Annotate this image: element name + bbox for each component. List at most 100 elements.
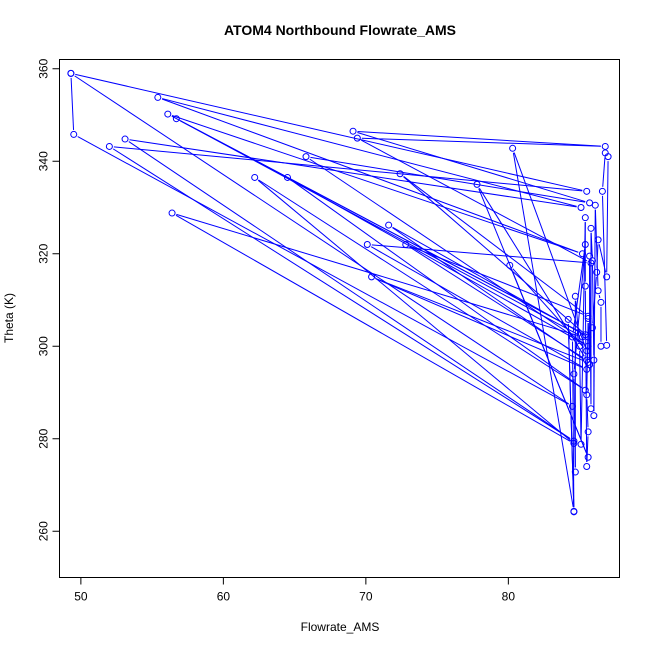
data-point [363,241,371,248]
data-point [302,153,310,161]
data-point [583,463,591,470]
y-axis-label: Theta (K) [2,293,16,343]
series-line-segment [575,300,580,342]
data-point [385,221,393,229]
series-line-segment [593,209,596,412]
data-point [164,110,172,118]
series-line-segment [257,179,571,441]
series-line-segment [594,209,599,287]
data-point [172,115,180,123]
series-line-segment [513,152,586,347]
series-line-segment [112,148,571,440]
data-point [597,342,605,350]
data-point [568,333,576,341]
series-line-segment [592,276,597,324]
data-point [473,180,481,188]
data-point [588,257,596,265]
data-point [593,268,601,276]
data-point [578,250,586,258]
data-point [577,204,585,211]
data-point [584,428,592,436]
series-line-segment [598,294,601,299]
series-line-segment [176,213,579,337]
data-point [581,386,589,394]
series-line-segment [361,137,601,147]
data-point [587,224,595,232]
y-tick-label: 300 [37,336,51,356]
data-point [603,341,611,349]
data-point [584,333,592,341]
series-line-segment [512,152,574,508]
x-axis: 50 60 70 80 [74,577,516,604]
series-line-segment [371,244,587,264]
data-point [583,391,591,399]
data-point [105,142,113,150]
data-point [597,298,605,306]
data-point [121,135,129,143]
series-line-segment [409,246,584,359]
plot-area [67,69,612,516]
series-line-segment [602,157,606,187]
data-point [568,402,576,410]
series-line-segment [357,132,586,203]
series-line-segment [74,75,570,405]
data-point [603,273,611,281]
data-point [571,292,579,300]
data-point [396,170,404,178]
series-line-segment [161,98,579,253]
data-point [590,412,598,420]
y-axis: 260 280 300 320 340 360 [37,58,60,541]
data-point [584,312,592,320]
data-point [588,324,596,332]
data-point [571,468,579,476]
data-point [594,236,602,244]
data-point [349,127,357,135]
data-point [67,69,75,77]
x-axis-label: Flowrate_AMS [301,620,380,634]
data-point [577,440,585,448]
series-line-segment [573,248,586,370]
series-line-segment [75,73,583,191]
series-line-segment [598,244,607,273]
series-line-segment [357,130,601,147]
data-point [601,142,609,150]
chart-title: ATOM4 Northbound Flowrate_AMS [224,22,456,38]
data-point [70,130,78,138]
data-point [564,315,572,323]
data-point [506,261,514,269]
series-line-segment [591,265,595,356]
data-point [509,144,517,152]
data-point [586,199,594,207]
series-line-segment [113,146,583,192]
y-tick-label: 360 [37,58,51,78]
series-line-segment [586,399,589,428]
data-point [586,361,594,369]
series-line-segment [590,232,593,257]
series-line-segment [375,278,585,362]
series-line-segment [70,77,75,130]
series-line-segment [162,98,577,207]
y-tick-label: 260 [37,521,51,541]
series-line-segment [171,115,579,253]
data-point [402,241,410,248]
x-tick-label: 80 [502,590,516,604]
y-tick-label: 280 [37,428,51,448]
data-point [368,273,376,281]
data-point [584,453,592,461]
data-point [581,241,589,248]
x-tick-label: 70 [359,590,373,604]
data-point [598,187,606,195]
series-line-segment [579,350,582,440]
x-tick-label: 60 [217,590,231,604]
plot-frame [59,59,620,578]
series-line-segment [258,179,582,389]
series-line-segment [129,139,577,208]
series-line-segment [361,139,588,262]
series-line-segment [310,156,586,203]
data-point [581,214,589,222]
series-line-segment [567,323,575,508]
series-0-points [67,69,612,516]
series-line-segment [392,226,585,336]
data-point [570,508,578,516]
